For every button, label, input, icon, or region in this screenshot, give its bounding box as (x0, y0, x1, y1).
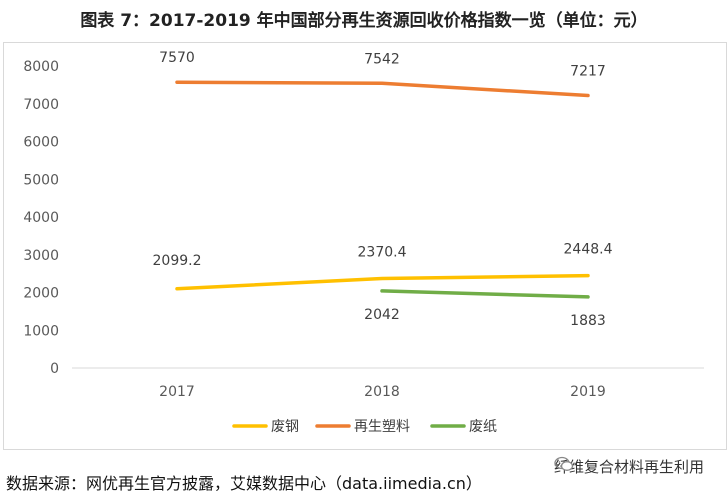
x-tick-label: 2017 (159, 384, 195, 400)
data-label: 2042 (364, 307, 400, 323)
watermark-text: 纤维复合材料再生利用 (553, 458, 704, 476)
legend-label: 废钢 (271, 419, 299, 435)
data-label: 7217 (570, 64, 606, 80)
data-label: 1883 (570, 313, 606, 329)
wechat-icon (554, 456, 574, 471)
series-line-废纸 (380, 289, 590, 299)
data-label: 7570 (159, 50, 195, 66)
y-tick-label: 8000 (23, 59, 59, 75)
y-tick-label: 1000 (23, 323, 59, 339)
data-label: 2448.4 (564, 242, 613, 258)
source-note: 数据来源：网优再生官方披露，艾媒数据中心（data.iimedia.cn） (6, 474, 482, 493)
data-label: 7542 (364, 51, 400, 67)
chart-area: 0 1000 2000 3000 4000 5000 6000 7000 8000 2017 201… (3, 42, 727, 450)
x-tick-label: 2019 (570, 384, 606, 400)
y-tick-label: 4000 (23, 210, 59, 226)
data-label: 2099.2 (153, 253, 202, 269)
y-tick-label: 5000 (23, 172, 59, 188)
series-line-再生塑料 (175, 80, 590, 98)
y-tick-label: 3000 (23, 248, 59, 264)
legend-label: 废纸 (469, 419, 497, 435)
line-chart: 0 1000 2000 3000 4000 5000 6000 7000 8000 2017 201… (23, 50, 704, 435)
chart-title: 图表 7：2017-2019 年中国部分再生资源回收价格指数一览（单位：元） (80, 11, 648, 31)
y-tick-label: 7000 (23, 97, 59, 113)
watermark: 纤维复合材料再生利用 (554, 456, 704, 477)
series-line-废钢 (175, 273, 590, 291)
y-tick-label: 2000 (23, 286, 59, 302)
x-tick-label: 2018 (364, 384, 400, 400)
legend-label: 再生塑料 (354, 419, 410, 435)
data-label: 2370.4 (358, 245, 407, 261)
y-tick-label: 6000 (23, 135, 59, 151)
y-tick-label: 0 (50, 361, 59, 377)
